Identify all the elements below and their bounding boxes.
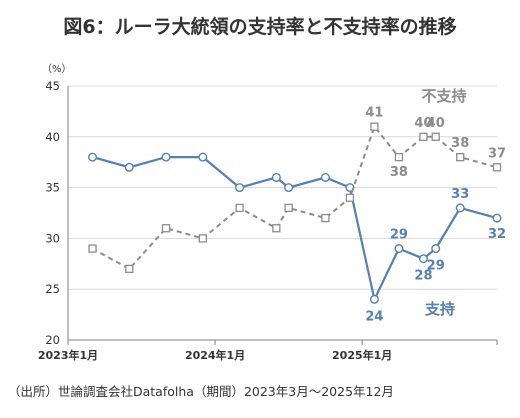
- series-line-approval: [92, 156, 498, 303]
- data-point-disapproval: [370, 122, 379, 131]
- axes: 20 25 30 35 40 45 2023年1月 2024年1月 2025年1月: [38, 79, 498, 362]
- data-point-approval: [369, 294, 379, 304]
- data-label-approval: 29: [390, 228, 408, 243]
- data-point-approval: [394, 244, 404, 254]
- data-point-approval: [431, 244, 441, 254]
- data-point-disapproval: [492, 163, 502, 172]
- data-point-disapproval: [272, 224, 281, 233]
- data-label-approval: 33: [451, 187, 469, 202]
- chart-title: 図6：ルーラ大統領の支持率と不支持率の推移: [63, 16, 457, 38]
- data-point-approval: [320, 172, 330, 182]
- data-point-disapproval: [198, 234, 207, 243]
- series-name-label: 不支持: [421, 87, 466, 105]
- data-point-disapproval: [125, 264, 134, 274]
- data-point-approval: [88, 152, 98, 162]
- data-point-approval: [492, 213, 502, 223]
- x-tick-label: 2023年1月: [38, 348, 98, 362]
- data-point-approval: [235, 183, 245, 193]
- y-tick-label: 40: [45, 130, 60, 144]
- data-point-approval: [124, 162, 134, 172]
- data-point-disapproval: [321, 213, 330, 223]
- data-label-disapproval: 37: [488, 146, 506, 161]
- data-point-disapproval: [345, 193, 355, 202]
- data-point-disapproval: [284, 203, 293, 213]
- data-point-approval: [161, 152, 171, 162]
- data-label-approval: 29: [427, 259, 445, 274]
- data-point-approval: [198, 152, 208, 162]
- y-tick-label: 45: [45, 79, 60, 93]
- data-label-disapproval: 40: [427, 116, 445, 131]
- y-tick-label: 35: [45, 181, 60, 195]
- data-point-approval: [284, 183, 294, 193]
- data-label-approval: 28: [414, 269, 432, 284]
- series: [88, 122, 502, 304]
- data-label-disapproval: 38: [451, 136, 469, 151]
- series-name-label: 支持: [424, 300, 455, 318]
- chart-source-note: （出所）世論調査会社Datafolha（期間）2023年3月～2025年12月: [8, 384, 394, 399]
- data-label-disapproval: 41: [365, 106, 383, 121]
- data-point-disapproval: [235, 203, 244, 213]
- data-point-disapproval: [161, 224, 171, 233]
- data-label-disapproval: 40: [414, 116, 432, 131]
- data-point-disapproval: [431, 132, 440, 141]
- y-tick-label: 30: [45, 231, 60, 245]
- data-label-disapproval: 38: [390, 165, 408, 180]
- y-tick-label: 25: [45, 282, 60, 296]
- data-point-disapproval: [456, 152, 465, 162]
- y-tick-label: 20: [45, 333, 60, 347]
- data-point-approval: [418, 254, 428, 264]
- x-tick-label: 2025年1月: [332, 348, 392, 362]
- data-point-approval: [271, 172, 281, 182]
- data-point-disapproval: [394, 152, 404, 162]
- data-point-approval: [455, 203, 465, 213]
- y-unit-label: （%）: [42, 63, 72, 75]
- data-label-approval: 24: [365, 309, 383, 324]
- x-tick-label: 2024年1月: [185, 348, 245, 362]
- data-point-disapproval: [419, 132, 428, 141]
- line-chart: 20 25 30 35 40 45 2023年1月 2024年1月 2025年1月 （%） 24…: [38, 63, 506, 362]
- data-label-approval: 32: [488, 227, 506, 242]
- data-point-disapproval: [88, 244, 97, 253]
